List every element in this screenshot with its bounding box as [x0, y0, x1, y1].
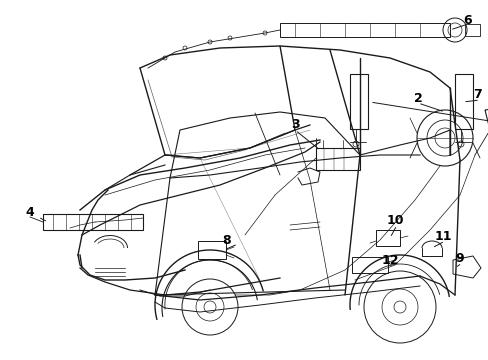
Bar — [349, 74, 367, 129]
Text: 7: 7 — [473, 89, 481, 102]
Bar — [198, 241, 225, 259]
Bar — [43, 214, 142, 230]
Text: 4: 4 — [25, 206, 34, 219]
Bar — [464, 24, 479, 36]
Bar — [315, 148, 359, 170]
Text: 3: 3 — [290, 118, 299, 131]
Text: 12: 12 — [381, 253, 398, 266]
Text: 2: 2 — [413, 91, 422, 104]
Text: 11: 11 — [433, 230, 451, 243]
Text: 10: 10 — [386, 213, 403, 226]
Text: 8: 8 — [222, 234, 231, 247]
Bar — [351, 257, 387, 273]
Text: 9: 9 — [455, 252, 464, 265]
Bar — [375, 230, 399, 246]
Text: 6: 6 — [463, 13, 471, 27]
Bar — [454, 74, 472, 129]
Bar — [280, 23, 449, 37]
